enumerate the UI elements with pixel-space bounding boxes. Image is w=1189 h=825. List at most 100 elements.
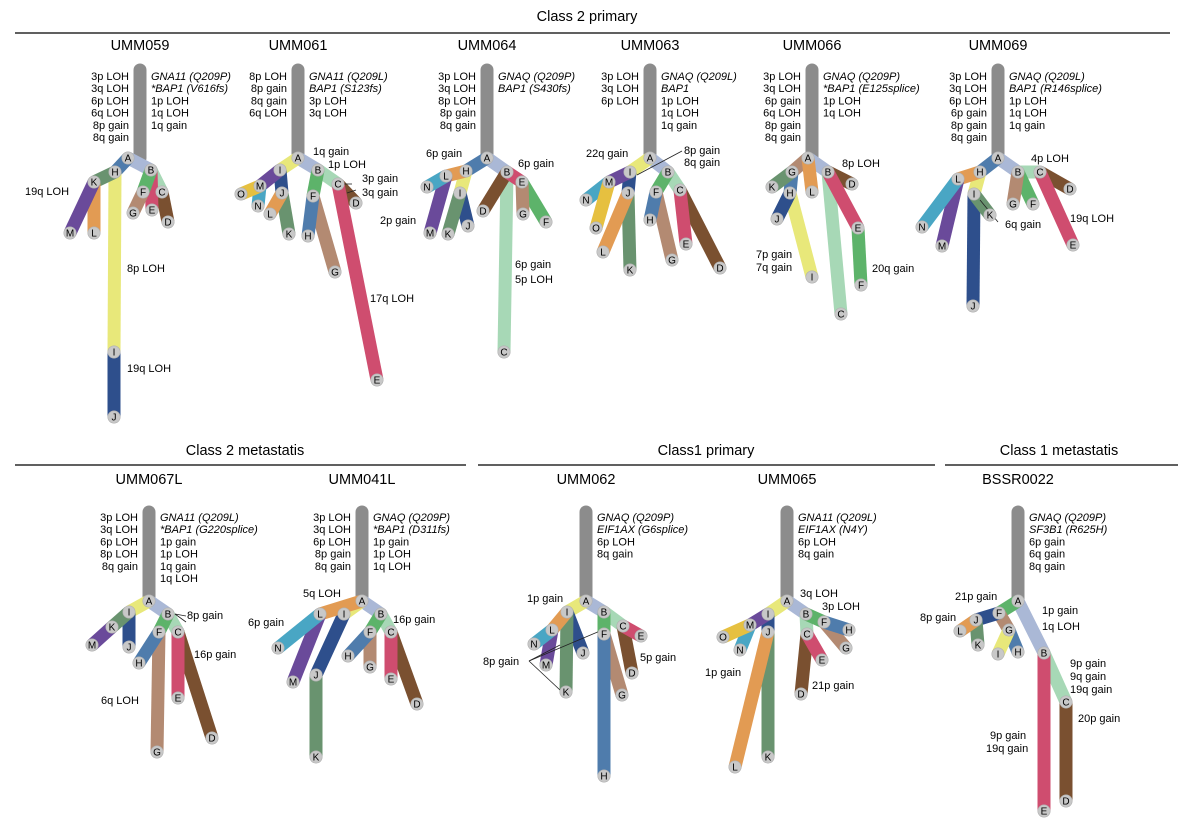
branch-event-label: 8p gain	[483, 656, 519, 668]
node-label: K	[109, 623, 116, 634]
alteration-label: 1p LOH	[823, 95, 861, 107]
node-label: F	[367, 628, 373, 639]
node-label: K	[313, 753, 320, 764]
branch-event-label: 5p LOH	[515, 274, 553, 286]
node-e: E	[634, 629, 648, 643]
node-circle	[161, 215, 175, 229]
branch-c-e	[1034, 169, 1079, 248]
node-a: A	[579, 594, 593, 608]
node-circle	[643, 151, 657, 165]
node-a: A	[291, 151, 305, 165]
node-label: B	[665, 168, 672, 179]
node-a: A	[142, 594, 156, 608]
node-label: C	[387, 628, 394, 639]
alteration-label: 1q LOH	[661, 108, 699, 120]
node-circle	[132, 656, 146, 670]
branch-event-label: 16p gain	[393, 614, 435, 626]
node-m: M	[85, 638, 99, 652]
alteration-label: 8p gain	[765, 120, 801, 132]
alteration-label: 6p LOH	[100, 536, 138, 548]
node-label: E	[175, 694, 182, 705]
leader-line	[636, 150, 683, 176]
node-i: I	[273, 163, 287, 177]
node-l: L	[545, 623, 559, 637]
node-label: A	[1015, 597, 1022, 608]
branch-event-label: 19q gain	[986, 743, 1028, 755]
node-circle	[545, 623, 559, 637]
branch-event-label: 2p gain	[380, 215, 416, 227]
alteration-label: 3q LOH	[100, 524, 138, 536]
node-circle	[1066, 238, 1080, 252]
branch-event-label: 16p gain	[194, 649, 236, 661]
node-e: E	[679, 237, 693, 251]
node-circle	[161, 607, 175, 621]
alteration-label: EIF1AX (G6splice)	[597, 524, 688, 536]
node-circle	[643, 213, 657, 227]
branch-f-h	[301, 195, 320, 237]
branch-event-label: 7q gain	[756, 262, 792, 274]
branch-event-label: 1p gain	[705, 667, 741, 679]
node-circle	[800, 627, 814, 641]
alteration-label: 8q gain	[251, 95, 287, 107]
branch-h-i	[783, 191, 819, 279]
branch-event-label: 20q gain	[872, 263, 914, 275]
node-m: M	[539, 658, 553, 672]
leader-line	[174, 613, 187, 623]
node-label: H	[845, 626, 852, 637]
branch-e-f	[851, 227, 868, 286]
node-circle	[805, 270, 819, 284]
node-c: C	[800, 627, 814, 641]
node-circle	[1063, 182, 1077, 196]
node-label: C	[334, 180, 341, 191]
node-l: L	[263, 207, 277, 221]
node-j: J	[969, 613, 983, 627]
node-k: K	[441, 227, 455, 241]
alteration-label: 8q gain	[597, 549, 633, 561]
alteration-label: 1q gain	[160, 561, 196, 573]
alteration-label: 3p LOH	[313, 512, 351, 524]
node-circle	[761, 607, 775, 621]
node-circle	[384, 672, 398, 686]
node-circle	[309, 668, 323, 682]
node-circle	[459, 164, 473, 178]
node-label: E	[638, 632, 645, 643]
node-label: A	[359, 597, 366, 608]
node-circle	[589, 221, 603, 235]
node-label: B	[803, 610, 810, 621]
node-l: L	[439, 169, 453, 183]
node-d: D	[625, 666, 639, 680]
node-circle	[476, 204, 490, 218]
node-l: L	[87, 226, 101, 240]
node-circle	[634, 629, 648, 643]
node-k: K	[983, 208, 997, 222]
node-label: H	[1014, 648, 1021, 659]
node-j: J	[309, 668, 323, 682]
alteration-label: GNA11 (Q209L)	[309, 71, 388, 83]
node-e: E	[815, 653, 829, 667]
node-k: K	[105, 620, 119, 634]
sample-name: BSSR0022	[982, 472, 1054, 488]
node-circle	[87, 226, 101, 240]
node-l: L	[953, 624, 967, 638]
branch-h-i	[107, 171, 122, 353]
alteration-label: 6q LOH	[763, 108, 801, 120]
node-f: F	[992, 606, 1006, 620]
node-circle	[63, 226, 77, 240]
tree-umm061: A B CD E F G H I J K L MNO	[234, 63, 384, 387]
branch-a-l	[318, 594, 364, 621]
alteration-label: BAP1 (R146splice)	[1009, 83, 1102, 95]
node-circle	[355, 594, 369, 608]
node-circle	[105, 620, 119, 634]
node-circle	[602, 175, 616, 189]
node-g: G	[328, 265, 342, 279]
node-circle	[142, 594, 156, 608]
node-label: M	[605, 178, 613, 189]
alteration-label: 3q LOH	[438, 83, 476, 95]
node-label: A	[583, 597, 590, 608]
node-label: B	[504, 168, 511, 179]
node-label: F	[858, 281, 864, 292]
node-circle	[1033, 165, 1047, 179]
node-circle	[845, 177, 859, 191]
node-h: H	[597, 769, 611, 783]
node-label: G	[668, 256, 676, 267]
